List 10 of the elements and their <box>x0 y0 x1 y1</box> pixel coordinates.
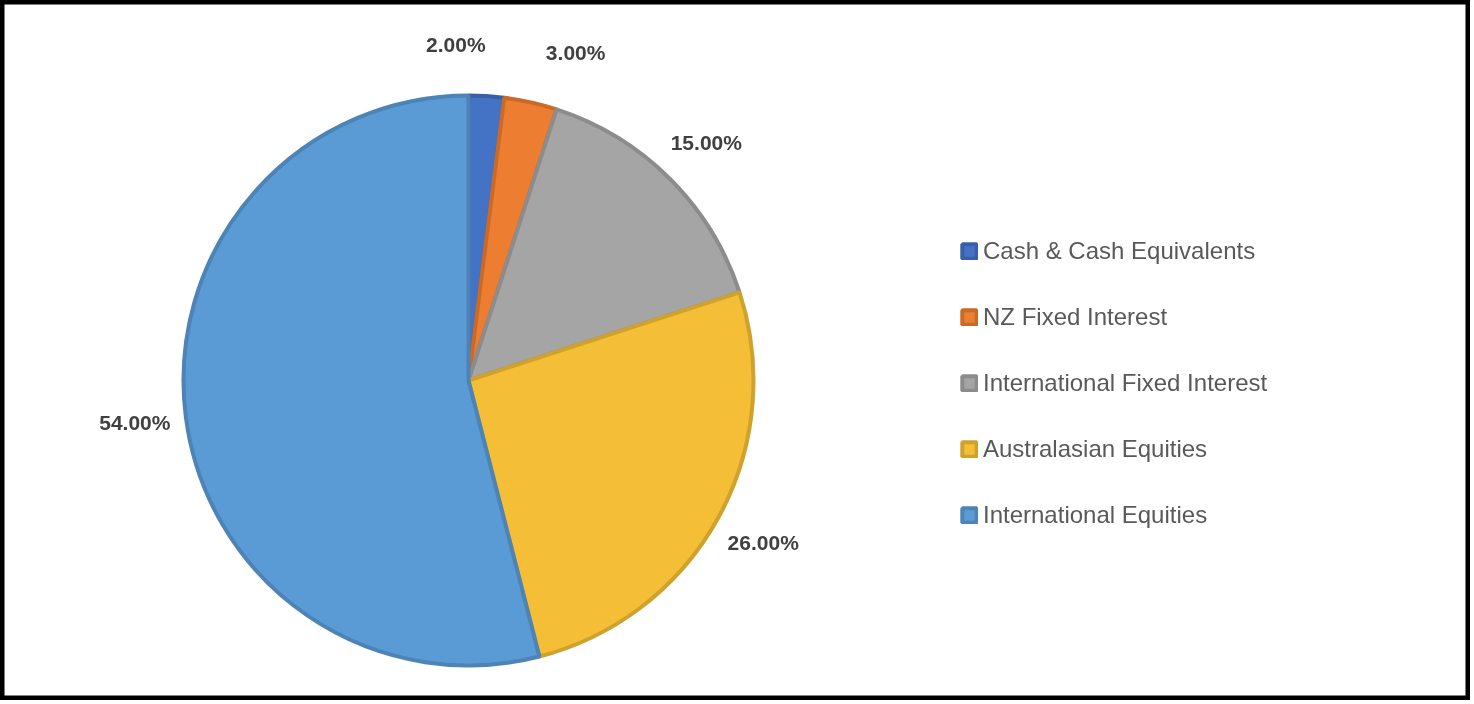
legend-label: NZ Fixed Interest <box>983 302 1168 332</box>
data-label: 2.00% <box>426 33 486 57</box>
legend-label: Australasian Equities <box>983 434 1208 464</box>
data-label: 54.00% <box>99 411 171 435</box>
data-label: 26.00% <box>727 531 800 555</box>
data-label: 3.00% <box>545 40 606 64</box>
legend-label: International Equities <box>983 500 1208 530</box>
legend-label: Cash & Cash Equivalents <box>983 236 1256 266</box>
data-label: 15.00% <box>670 131 743 155</box>
legend-label: International Fixed Interest <box>983 368 1268 398</box>
